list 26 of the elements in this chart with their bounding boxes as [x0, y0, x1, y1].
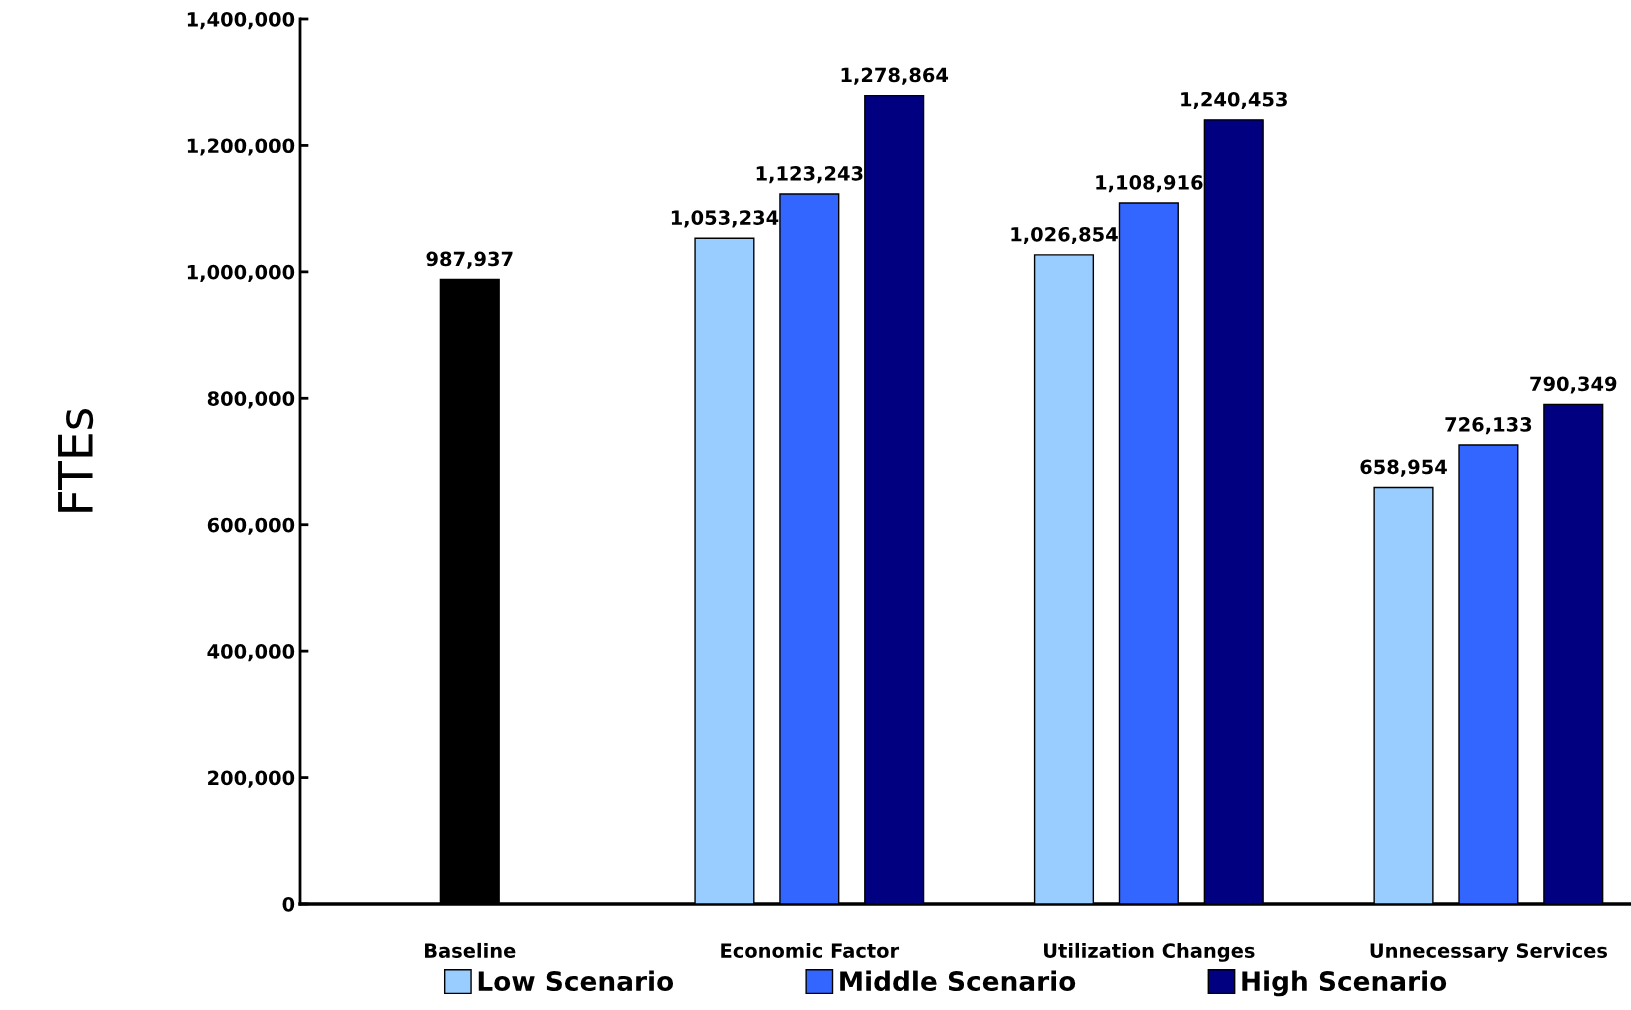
- text: 1,053,234: [671, 210, 779, 228]
- text: 1,108,916: [1096, 175, 1203, 193]
- y-tick-label: 400,000: [207, 644, 295, 662]
- x-tick-label: Economic Factor: [721, 942, 900, 958]
- text: 1,026,854: [1011, 226, 1118, 245]
- y-tick-label: 1,200,000: [187, 138, 295, 156]
- text: 1,278,864: [841, 67, 949, 85]
- y-axis-title: FTEs: [58, 408, 94, 512]
- y-tick-label: 0: [282, 896, 295, 912]
- text: 658,954: [1360, 459, 1447, 477]
- text: 726,133: [1445, 417, 1532, 435]
- text: 1,123,243: [756, 165, 863, 184]
- legend-label: Low Scenario: [478, 970, 674, 992]
- y-tick-label: 600,000: [207, 517, 295, 535]
- text: 987,937: [426, 251, 513, 269]
- legend-label: High Scenario: [1242, 970, 1447, 997]
- text: 790,349: [1530, 376, 1617, 394]
- legend-label: Middle Scenario: [840, 970, 1076, 992]
- text: 1,240,453: [1181, 91, 1287, 110]
- x-tick-label: Unnecessary Services: [1370, 942, 1608, 962]
- x-tick-label: Baseline: [425, 942, 516, 958]
- y-tick-label: 1,400,000: [187, 11, 295, 30]
- y-tick-label: 1,000,000: [187, 264, 295, 283]
- x-tick-label: Utilization Changes: [1044, 942, 1255, 962]
- y-tick-label: 800,000: [207, 391, 295, 409]
- y-tick-label: 200,000: [208, 770, 295, 788]
